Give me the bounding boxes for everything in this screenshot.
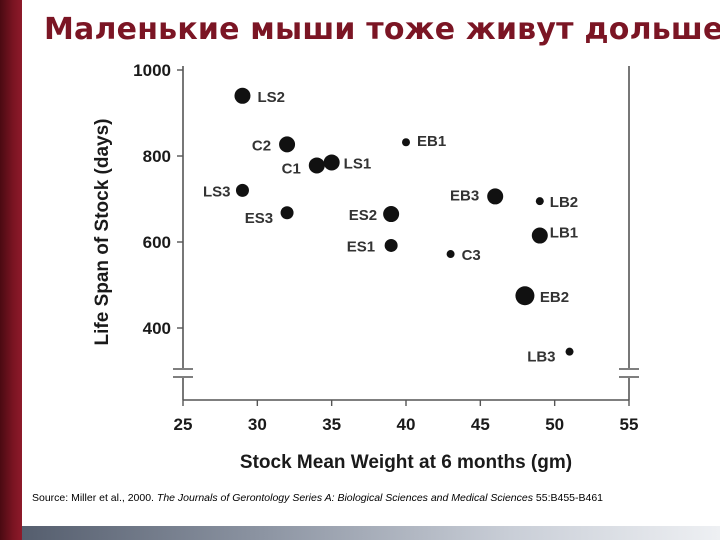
x-tick-label: 40 (397, 415, 416, 434)
slide-title: Маленькие мыши тоже живут дольше (44, 12, 720, 47)
chart-ticks: 400 600 800 1000 25 30 35 40 45 50 55 (133, 61, 638, 434)
x-tick-label: 25 (174, 415, 193, 434)
x-tick-label: 35 (322, 415, 341, 434)
data-point-label: LS3 (203, 183, 231, 200)
data-point-es2 (383, 206, 400, 223)
data-point-label: C3 (462, 247, 481, 264)
data-point-ls1 (323, 154, 340, 171)
data-point-es3 (280, 206, 294, 220)
x-tick-label: 55 (620, 415, 639, 434)
source-suffix: 55:B455-B461 (532, 492, 604, 504)
x-tick-label: 45 (471, 415, 490, 434)
scatter-chart: 400 600 800 1000 25 30 35 40 45 50 55 LS2 C2 C1 LS1 EB… (92, 61, 639, 473)
data-point-label: LB3 (527, 349, 555, 366)
data-point-label: LB2 (550, 194, 578, 211)
data-point-label: ES2 (349, 207, 377, 224)
y-tick-label: 400 (143, 319, 171, 338)
y-tick-label: 1000 (133, 61, 171, 80)
y-axis-label: Life Span of Stock (days) (92, 119, 113, 346)
data-point-lb1 (531, 227, 548, 244)
data-point-lb3 (565, 347, 574, 356)
slide-bottom-gradient-bar (22, 526, 720, 540)
data-point-eb3 (487, 188, 504, 205)
data-point-ls2 (234, 87, 251, 104)
data-point-eb1 (402, 138, 410, 147)
data-point-c1 (308, 157, 325, 174)
data-point-lb2 (535, 197, 544, 206)
data-point-c3 (446, 250, 455, 259)
x-tick-label: 50 (545, 415, 564, 434)
data-point-c2 (279, 136, 296, 153)
data-point-label: EB3 (450, 187, 479, 204)
data-point-label: EB2 (540, 289, 569, 306)
data-point-label: LB1 (550, 225, 578, 242)
y-tick-label: 600 (143, 233, 171, 252)
x-axis-label: Stock Mean Weight at 6 months (gm) (240, 452, 572, 473)
source-journal: The Journals of Gerontology Series A: Bi… (156, 492, 533, 504)
slide-left-accent-bar (0, 0, 22, 540)
data-point-label: C2 (252, 137, 271, 154)
data-point-eb2 (515, 286, 535, 306)
data-point-label: C1 (282, 160, 301, 177)
x-tick-label: 30 (248, 415, 267, 434)
data-point-label: EB1 (417, 133, 446, 150)
data-point-label: LS1 (344, 155, 372, 172)
chart-points: LS2 C2 C1 LS1 EB1 LS3 ES3 ES2 EB3 LB2 ES1 C3 LB1 EB2 L… (203, 87, 578, 366)
source-prefix: Source: Miller et al., 2000. (32, 492, 157, 504)
source-citation: Source: Miller et al., 2000. The Journal… (32, 492, 603, 504)
data-point-es1 (384, 238, 398, 252)
data-point-label: LS2 (257, 89, 285, 106)
data-point-label: ES1 (347, 238, 375, 255)
y-tick-label: 800 (143, 147, 171, 166)
data-point-ls3 (235, 183, 249, 197)
data-point-label: ES3 (245, 210, 273, 227)
